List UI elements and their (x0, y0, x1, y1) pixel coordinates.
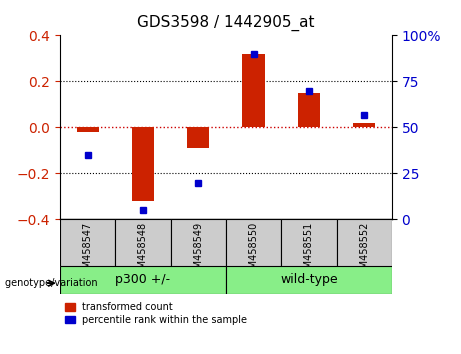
Text: genotype/variation: genotype/variation (5, 278, 100, 288)
Bar (77, 127, 99, 132)
FancyBboxPatch shape (60, 219, 115, 266)
FancyBboxPatch shape (226, 219, 281, 266)
Title: GDS3598 / 1442905_at: GDS3598 / 1442905_at (137, 15, 315, 31)
FancyBboxPatch shape (337, 219, 392, 266)
Text: GSM458547: GSM458547 (83, 222, 93, 281)
Text: p300 +/-: p300 +/- (115, 273, 171, 286)
Text: wild-type: wild-type (280, 273, 337, 286)
Text: GSM458548: GSM458548 (138, 222, 148, 281)
Legend: transformed count, percentile rank within the sample: transformed count, percentile rank withi… (65, 302, 247, 325)
Text: GSM458550: GSM458550 (248, 222, 259, 281)
Bar (298, 93, 320, 127)
FancyBboxPatch shape (281, 219, 337, 266)
Text: GSM458551: GSM458551 (304, 222, 314, 281)
Bar (242, 54, 265, 127)
FancyBboxPatch shape (226, 266, 392, 294)
Text: GSM458549: GSM458549 (193, 222, 203, 281)
FancyBboxPatch shape (60, 266, 226, 294)
Bar (132, 127, 154, 201)
Bar (187, 127, 209, 148)
Text: GSM458552: GSM458552 (359, 222, 369, 281)
FancyBboxPatch shape (115, 219, 171, 266)
Bar (353, 123, 375, 127)
FancyBboxPatch shape (171, 219, 226, 266)
